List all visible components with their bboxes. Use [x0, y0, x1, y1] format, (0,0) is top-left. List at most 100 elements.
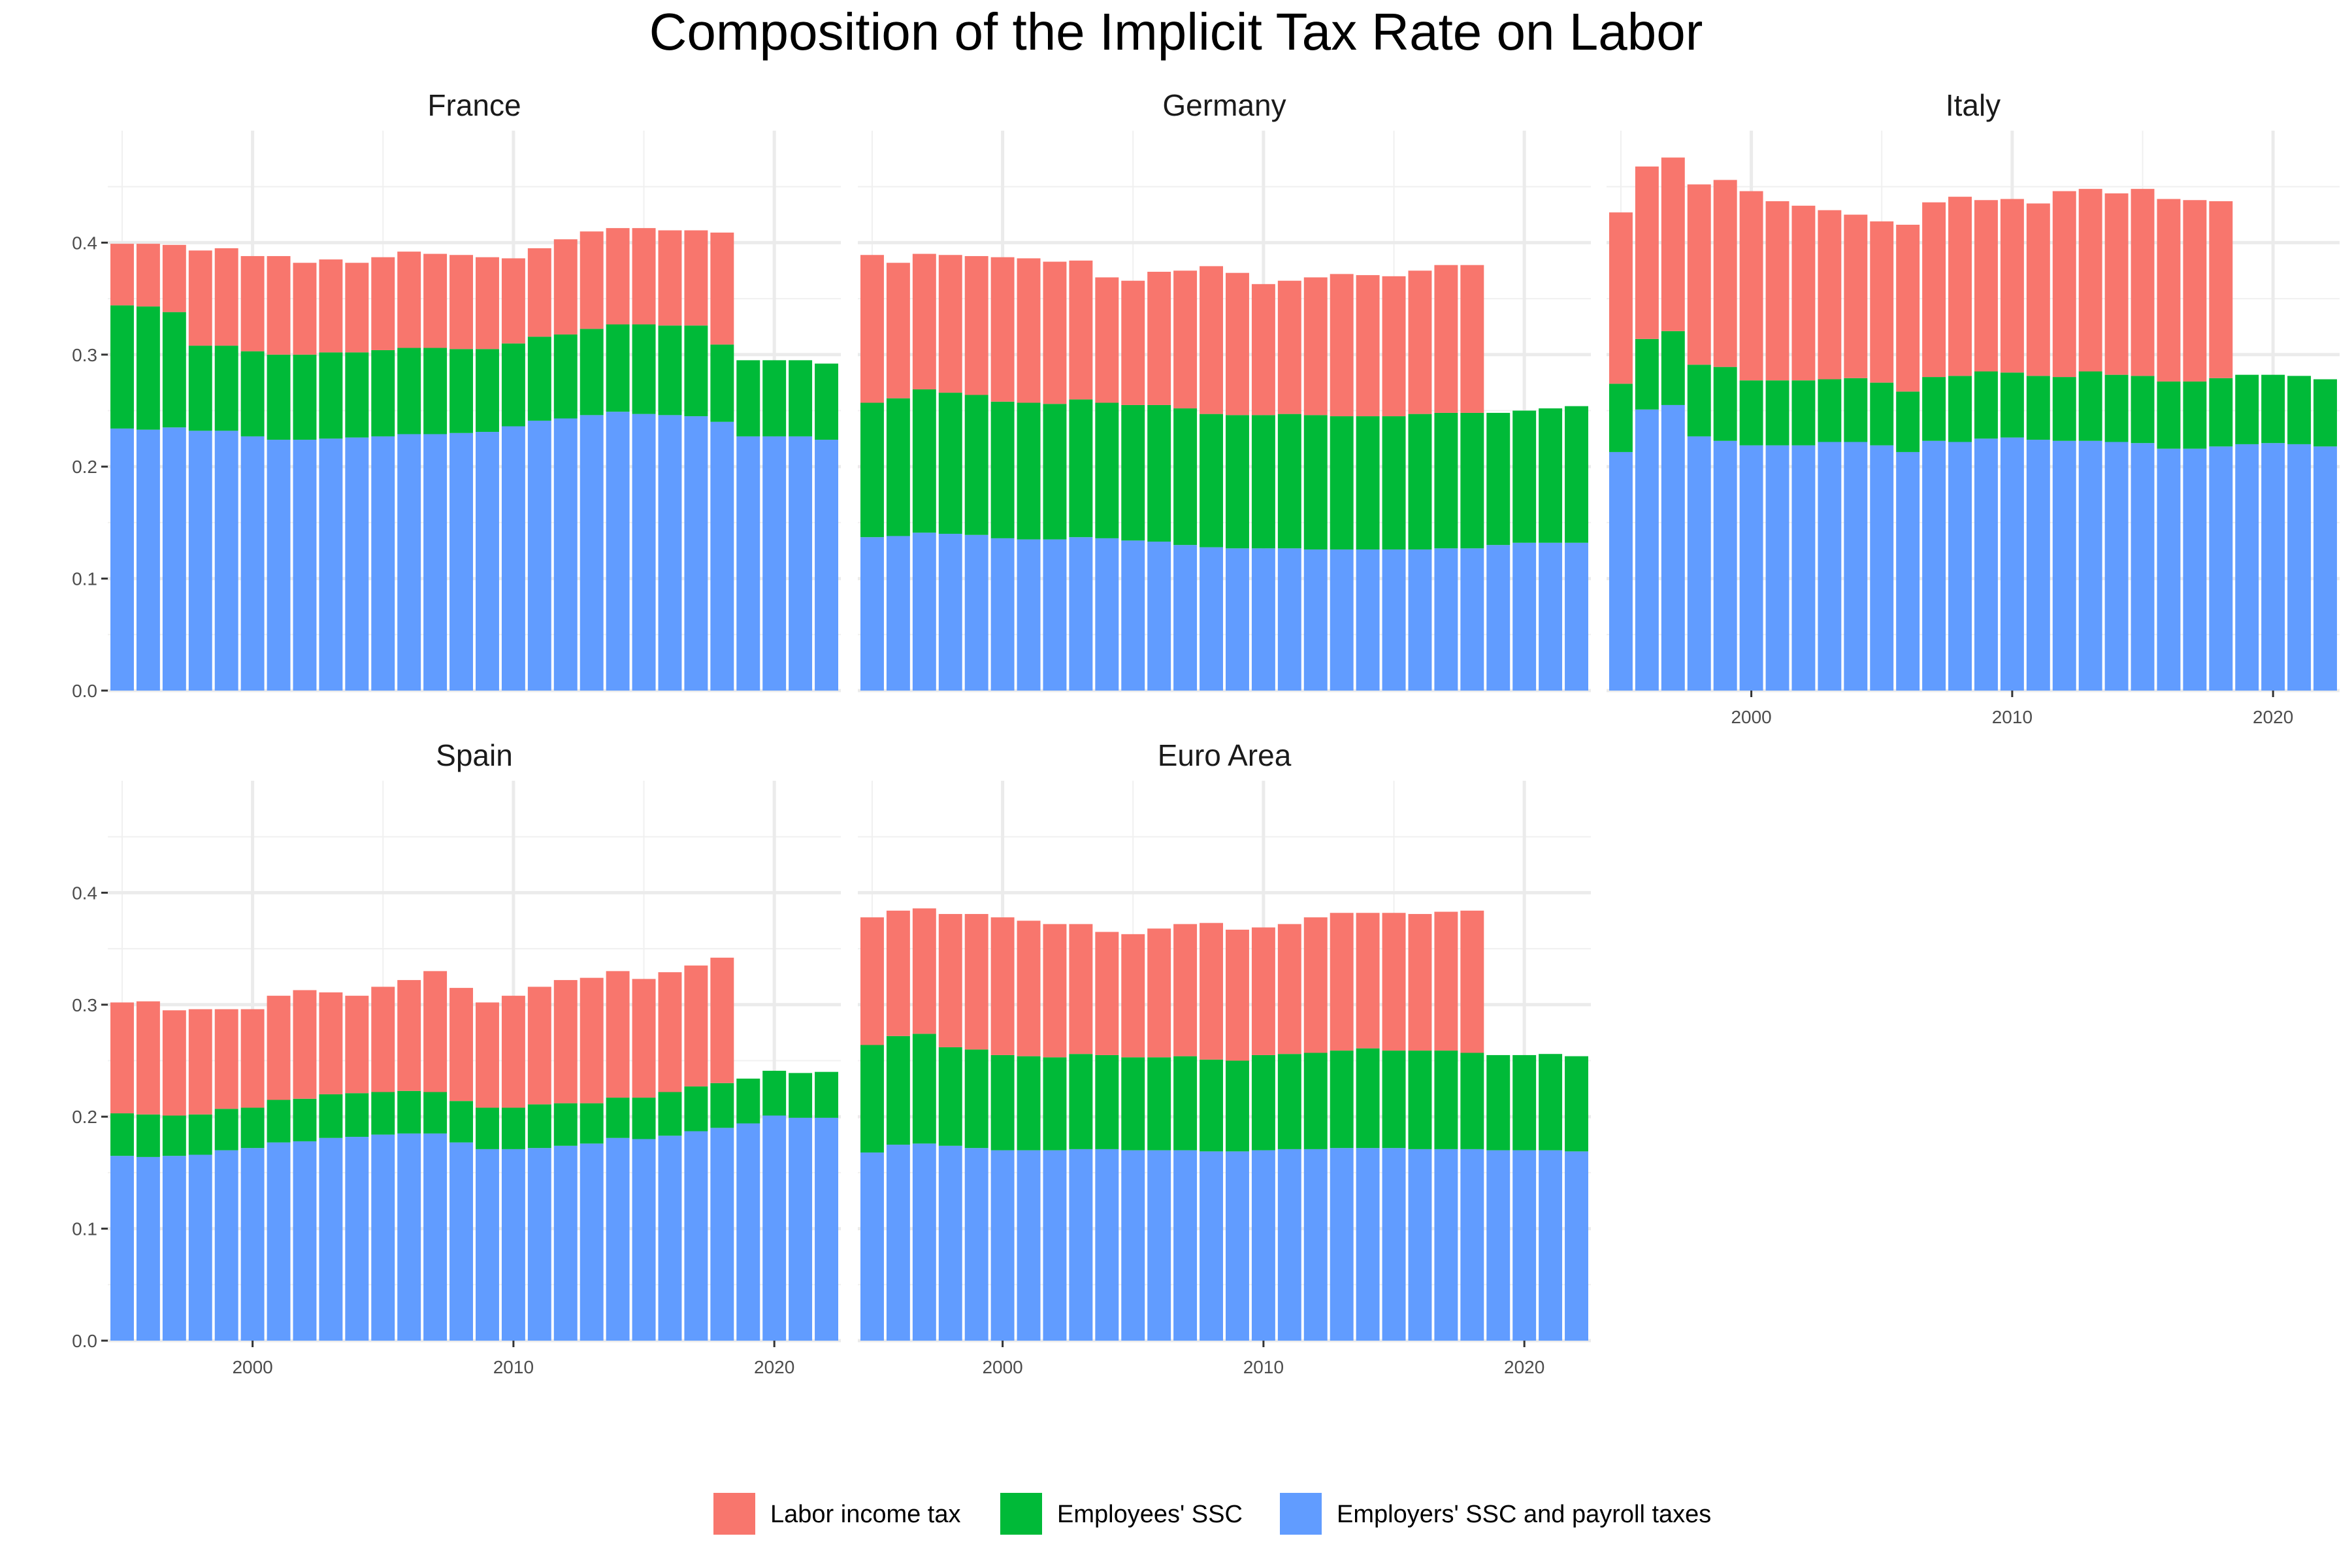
bar-labor-income-tax-euro-area-1998 [938, 913, 962, 1047]
bar-employers-ssc-euro-area-2006 [1147, 1150, 1171, 1341]
bar-labor-income-tax-france-2015 [632, 228, 656, 325]
bar-employees-ssc-italy-2003 [1818, 379, 1842, 442]
bar-employees-ssc-germany-2003 [1069, 399, 1093, 538]
bar-employees-ssc-spain-2006 [397, 1090, 421, 1134]
bar-labor-income-tax-euro-area-1996 [886, 910, 910, 1036]
bar-labor-income-tax-italy-2007 [1922, 202, 1946, 378]
bar-employees-ssc-france-1997 [162, 312, 186, 428]
bar-labor-income-tax-germany-1999 [964, 255, 988, 395]
bar-labor-income-tax-spain-2001 [267, 996, 291, 1100]
bar-employers-ssc-france-2013 [580, 415, 604, 691]
bar-employers-ssc-france-2009 [475, 432, 499, 691]
bar-employers-ssc-italy-2012 [2052, 440, 2076, 691]
bar-employees-ssc-france-2000 [240, 351, 265, 436]
bar-labor-income-tax-germany-2006 [1147, 271, 1171, 405]
bar-employees-ssc-spain-2022 [815, 1071, 839, 1118]
bar-labor-income-tax-italy-2000 [1739, 191, 1763, 381]
bar-employees-ssc-france-2016 [658, 325, 682, 416]
bar-employers-ssc-germany-2006 [1147, 542, 1171, 691]
bar-employees-ssc-germany-2018 [1460, 412, 1484, 549]
bar-employers-ssc-france-2011 [527, 420, 551, 691]
bar-labor-income-tax-france-2018 [710, 232, 734, 345]
bar-employers-ssc-spain-2012 [553, 1145, 578, 1341]
bar-employees-ssc-germany-2007 [1173, 408, 1198, 546]
bar-employees-ssc-france-2004 [345, 352, 369, 438]
bar-employers-ssc-euro-area-2015 [1382, 1148, 1406, 1341]
y-tick-label: 0.2 [72, 457, 97, 477]
bar-employees-ssc-italy-2015 [2131, 376, 2155, 444]
bar-employers-ssc-euro-area-2014 [1356, 1148, 1380, 1341]
bar-employers-ssc-euro-area-2002 [1043, 1150, 1067, 1341]
bar-employees-ssc-france-2006 [397, 348, 421, 434]
bar-employees-ssc-spain-1996 [136, 1114, 160, 1157]
y-tick-label: 0.4 [72, 233, 97, 253]
bar-labor-income-tax-germany-2002 [1043, 261, 1067, 404]
bar-labor-income-tax-euro-area-2013 [1330, 913, 1354, 1051]
bar-employees-ssc-spain-2021 [789, 1073, 813, 1118]
bar-employees-ssc-euro-area-2015 [1382, 1051, 1406, 1149]
bar-employees-ssc-germany-2004 [1095, 402, 1119, 538]
bar-employers-ssc-italy-1997 [1661, 404, 1685, 691]
bar-employers-ssc-spain-2004 [345, 1137, 369, 1341]
bar-employees-ssc-euro-area-1997 [912, 1034, 936, 1144]
bar-employees-ssc-italy-2019 [2235, 374, 2259, 444]
bar-labor-income-tax-germany-2005 [1121, 280, 1145, 405]
bar-employers-ssc-spain-2018 [710, 1128, 734, 1341]
bar-employers-ssc-germany-2019 [1486, 545, 1511, 691]
bar-employees-ssc-france-2008 [449, 349, 474, 433]
bar-employees-ssc-spain-2001 [267, 1100, 291, 1143]
bar-employers-ssc-france-2019 [736, 436, 760, 691]
bar-labor-income-tax-germany-2001 [1017, 258, 1041, 403]
bar-labor-income-tax-spain-2008 [449, 988, 474, 1102]
y-tick-label: 0.4 [72, 883, 97, 903]
bar-employees-ssc-spain-1998 [188, 1114, 212, 1155]
bar-employers-ssc-germany-2021 [1539, 542, 1563, 691]
bar-labor-income-tax-spain-1999 [214, 1009, 238, 1109]
bar-employees-ssc-germany-2008 [1200, 414, 1224, 547]
bar-labor-income-tax-germany-2007 [1173, 270, 1198, 409]
bar-employees-ssc-euro-area-1999 [964, 1049, 988, 1149]
bar-labor-income-tax-euro-area-2015 [1382, 913, 1406, 1051]
bar-employees-ssc-euro-area-1998 [938, 1047, 962, 1146]
bar-labor-income-tax-france-2000 [240, 255, 265, 351]
bar-employees-ssc-italy-2013 [2078, 371, 2102, 441]
bar-employees-ssc-euro-area-1995 [860, 1045, 884, 1153]
bar-labor-income-tax-spain-2010 [501, 996, 525, 1108]
bar-employers-ssc-france-2003 [319, 438, 343, 691]
bar-employers-ssc-spain-2016 [658, 1135, 682, 1341]
bar-labor-income-tax-spain-1995 [110, 1002, 134, 1114]
bar-employees-ssc-france-2021 [789, 360, 813, 436]
bar-employees-ssc-germany-1998 [938, 393, 962, 534]
bar-employers-ssc-france-2017 [684, 416, 708, 691]
bar-employees-ssc-italy-2022 [2313, 379, 2338, 447]
bar-employees-ssc-germany-1996 [886, 398, 910, 536]
bar-employees-ssc-italy-1997 [1661, 331, 1685, 405]
bar-employers-ssc-spain-2013 [580, 1143, 604, 1341]
legend: Labor income tax Employees' SSC Employers'… [713, 1493, 1711, 1535]
bar-labor-income-tax-italy-2001 [1765, 201, 1789, 381]
bar-employers-ssc-germany-2018 [1460, 548, 1484, 691]
bar-employees-ssc-italy-2008 [1948, 376, 1972, 442]
bar-employees-ssc-euro-area-2000 [990, 1054, 1015, 1151]
bar-employees-ssc-germany-2011 [1277, 414, 1301, 549]
bar-employers-ssc-france-2016 [658, 415, 682, 691]
bar-labor-income-tax-spain-2011 [527, 987, 551, 1105]
bar-employers-ssc-euro-area-2016 [1408, 1149, 1432, 1341]
bar-employers-ssc-italy-2021 [2287, 444, 2311, 691]
bar-employers-ssc-euro-area-1998 [938, 1145, 962, 1341]
facet-spain: Spain 0.0 0.1 0.2 0.3 0.4 2000 2010 2020 [72, 738, 841, 1377]
bar-employers-ssc-spain-2015 [632, 1139, 656, 1341]
bar-labor-income-tax-germany-2011 [1277, 280, 1301, 414]
bar-employees-ssc-spain-1995 [110, 1113, 134, 1156]
bar-labor-income-tax-euro-area-2002 [1043, 924, 1067, 1058]
bar-employees-ssc-france-2002 [293, 354, 317, 440]
bar-labor-income-tax-france-1999 [214, 248, 238, 346]
bar-employers-ssc-italy-2010 [2000, 437, 2024, 691]
bar-labor-income-tax-spain-1997 [162, 1010, 186, 1116]
bar-employees-ssc-france-2015 [632, 324, 656, 414]
bar-employers-ssc-spain-2003 [319, 1137, 343, 1341]
bar-employers-ssc-france-2002 [293, 440, 317, 691]
bar-employees-ssc-euro-area-2010 [1251, 1054, 1275, 1151]
x-tick-label: 2010 [1243, 1357, 1284, 1377]
